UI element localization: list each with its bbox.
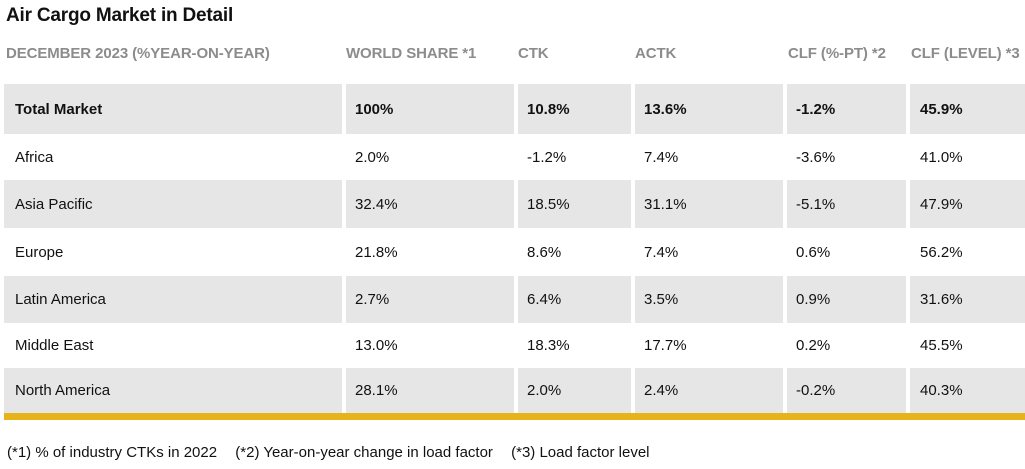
column-divider (906, 84, 910, 134)
clf-level-cell: 41.0% (920, 148, 963, 166)
table-row: Middle East 13.0% 18.3% 17.7% 0.2% 45.5% (4, 323, 1025, 368)
footnotes: (*1) % of industry CTKs in 2022 (*2) Yea… (7, 444, 664, 461)
region-cell: Africa (15, 148, 54, 166)
table-row-total: Total Market 100% 10.8% 13.6% -1.2% 45.9% (4, 84, 1025, 134)
column-divider (783, 134, 787, 180)
table-row: Asia Pacific 32.4% 18.5% 31.1% -5.1% 47.9% (4, 180, 1025, 228)
column-divider (342, 180, 346, 228)
footnote-1: (*1) % of industry CTKs in 2022 (7, 444, 218, 461)
clf-level-cell: 47.9% (920, 195, 963, 213)
table-title: Air Cargo Market in Detail (6, 5, 234, 26)
column-divider (906, 134, 910, 180)
column-header-ctk: CTK (518, 45, 549, 62)
column-divider (342, 84, 346, 134)
world-share-cell: 28.1% (355, 382, 398, 399)
clf-level-cell: 40.3% (920, 382, 963, 399)
clf-level-cell: 45.9% (920, 100, 963, 118)
clf-pt-cell: 0.2% (796, 337, 831, 354)
actk-cell: 7.4% (644, 243, 679, 261)
column-divider (514, 323, 518, 368)
ctk-cell: -1.2% (527, 148, 567, 166)
actk-cell: 13.6% (644, 100, 687, 118)
clf-level-cell: 56.2% (920, 243, 963, 261)
region-cell: Asia Pacific (15, 195, 93, 213)
column-divider (514, 84, 518, 134)
clf-pt-cell: 0.6% (796, 243, 831, 261)
actk-cell: 2.4% (644, 382, 679, 399)
ctk-cell: 8.6% (527, 243, 562, 261)
region-cell: Europe (15, 243, 64, 261)
footnote-2: (*2) Year-on-year change in load factor (235, 444, 493, 461)
actk-cell: 3.5% (644, 291, 679, 308)
actk-cell: 31.1% (644, 195, 687, 213)
column-divider (783, 276, 787, 323)
actk-cell: 17.7% (644, 337, 687, 354)
column-divider (342, 228, 346, 276)
ctk-cell: 10.8% (527, 100, 570, 118)
table-row: Africa 2.0% -1.2% 7.4% -3.6% 41.0% (4, 134, 1025, 180)
world-share-cell: 2.0% (355, 148, 390, 166)
column-divider (514, 134, 518, 180)
column-divider (783, 228, 787, 276)
ctk-cell: 6.4% (527, 291, 562, 308)
clf-level-cell: 45.5% (920, 337, 963, 354)
column-divider (631, 368, 635, 413)
world-share-cell: 32.4% (355, 195, 398, 213)
clf-level-cell: 31.6% (920, 291, 963, 308)
column-divider (342, 323, 346, 368)
column-header-clf-pt: CLF (%-PT) *2 (788, 45, 886, 62)
clf-pt-cell: -0.2% (796, 382, 836, 399)
region-cell: Middle East (15, 337, 94, 354)
column-divider (906, 228, 910, 276)
column-divider (631, 276, 635, 323)
column-divider (514, 368, 518, 413)
column-header-actk: ACTK (635, 45, 677, 62)
clf-pt-cell: 0.9% (796, 291, 831, 308)
column-divider (514, 180, 518, 228)
footnote-3: (*3) Load factor level (511, 444, 650, 461)
region-cell: North America (15, 382, 111, 399)
column-divider (906, 323, 910, 368)
table-row: Europe 21.8% 8.6% 7.4% 0.6% 56.2% (4, 228, 1025, 276)
column-header-period: DECEMBER 2023 (%YEAR-ON-YEAR) (6, 45, 270, 62)
column-divider (342, 368, 346, 413)
ctk-cell: 18.3% (527, 337, 570, 354)
column-divider (783, 368, 787, 413)
column-divider (631, 228, 635, 276)
clf-pt-cell: -3.6% (796, 148, 836, 166)
column-divider (783, 84, 787, 134)
world-share-cell: 100% (355, 100, 394, 118)
column-divider (631, 84, 635, 134)
column-divider (631, 134, 635, 180)
clf-pt-cell: -5.1% (796, 195, 836, 213)
table-header: DECEMBER 2023 (%YEAR-ON-YEAR) WORLD SHAR… (0, 45, 1025, 70)
actk-cell: 7.4% (644, 148, 679, 166)
clf-pt-cell: -1.2% (796, 100, 836, 118)
column-divider (514, 228, 518, 276)
column-header-clf-level: CLF (LEVEL) *3 (911, 45, 1020, 62)
column-divider (342, 276, 346, 323)
world-share-cell: 2.7% (355, 291, 390, 308)
ctk-cell: 18.5% (527, 195, 570, 213)
column-divider (906, 368, 910, 413)
column-divider (631, 180, 635, 228)
column-divider (342, 134, 346, 180)
table-row: North America 28.1% 2.0% 2.4% -0.2% 40.3% (4, 368, 1025, 413)
accent-divider (4, 413, 1025, 420)
column-divider (783, 180, 787, 228)
region-cell: Latin America (15, 291, 106, 308)
region-cell: Total Market (15, 100, 103, 118)
data-table: Total Market 100% 10.8% 13.6% -1.2% 45.9% Afri… (4, 84, 1025, 413)
table-row: Latin America 2.7% 6.4% 3.5% 0.9% 31.6% (4, 276, 1025, 323)
ctk-cell: 2.0% (527, 382, 562, 399)
column-divider (906, 276, 910, 323)
column-divider (514, 276, 518, 323)
column-header-world-share: WORLD SHARE *1 (346, 45, 477, 62)
world-share-cell: 13.0% (355, 337, 398, 354)
column-divider (906, 180, 910, 228)
column-divider (783, 323, 787, 368)
world-share-cell: 21.8% (355, 243, 398, 261)
column-divider (631, 323, 635, 368)
